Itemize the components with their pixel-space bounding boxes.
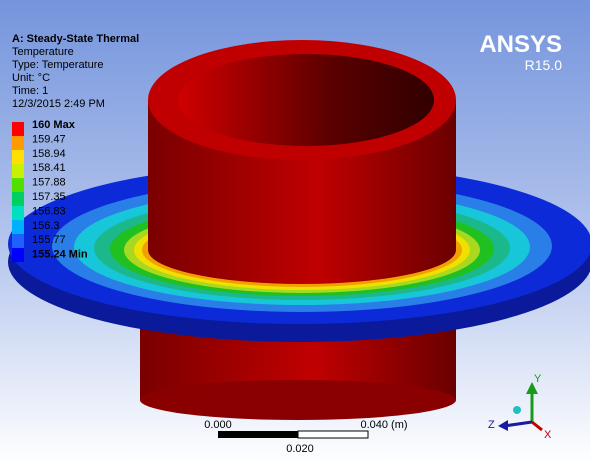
legend-label: 155.77 — [32, 234, 66, 246]
triad-x: X — [544, 429, 552, 441]
triad-z: Z — [488, 419, 495, 431]
scale-middle: 0.020 — [286, 443, 314, 455]
legend-label: 160 Max — [32, 119, 76, 131]
triad-y: Y — [534, 373, 542, 385]
legend-label: 157.88 — [32, 177, 66, 189]
header-line: Unit: °C — [12, 72, 50, 84]
legend-label: 158.41 — [32, 162, 66, 174]
release: R15.0 — [525, 57, 563, 73]
legend — [12, 122, 24, 262]
scale-bar — [218, 431, 368, 438]
legend-label: 156.83 — [32, 205, 66, 217]
page: {"header": {"title": "A: Steady-State Th… — [0, 0, 590, 464]
header-title: A: Steady-State Thermal — [12, 33, 139, 45]
legend-label: 156.3 — [32, 220, 60, 232]
viewport: A: Steady-State Thermal TemperatureType:… — [0, 0, 590, 464]
logo: ANSYS — [479, 31, 562, 58]
header-line: Temperature — [12, 46, 74, 58]
legend-label: 155.24 Min — [32, 249, 88, 261]
legend-label: 158.94 — [32, 148, 66, 160]
legend-label: 159.47 — [32, 133, 66, 145]
header-line: 12/3/2015 2:49 PM — [12, 98, 105, 110]
scale-left: 0.000 — [204, 419, 232, 431]
header-line: Type: Temperature — [12, 59, 104, 71]
scale-right: 0.040 (m) — [360, 419, 407, 431]
legend-label: 157.35 — [32, 191, 66, 203]
header-line: Time: 1 — [12, 85, 48, 97]
